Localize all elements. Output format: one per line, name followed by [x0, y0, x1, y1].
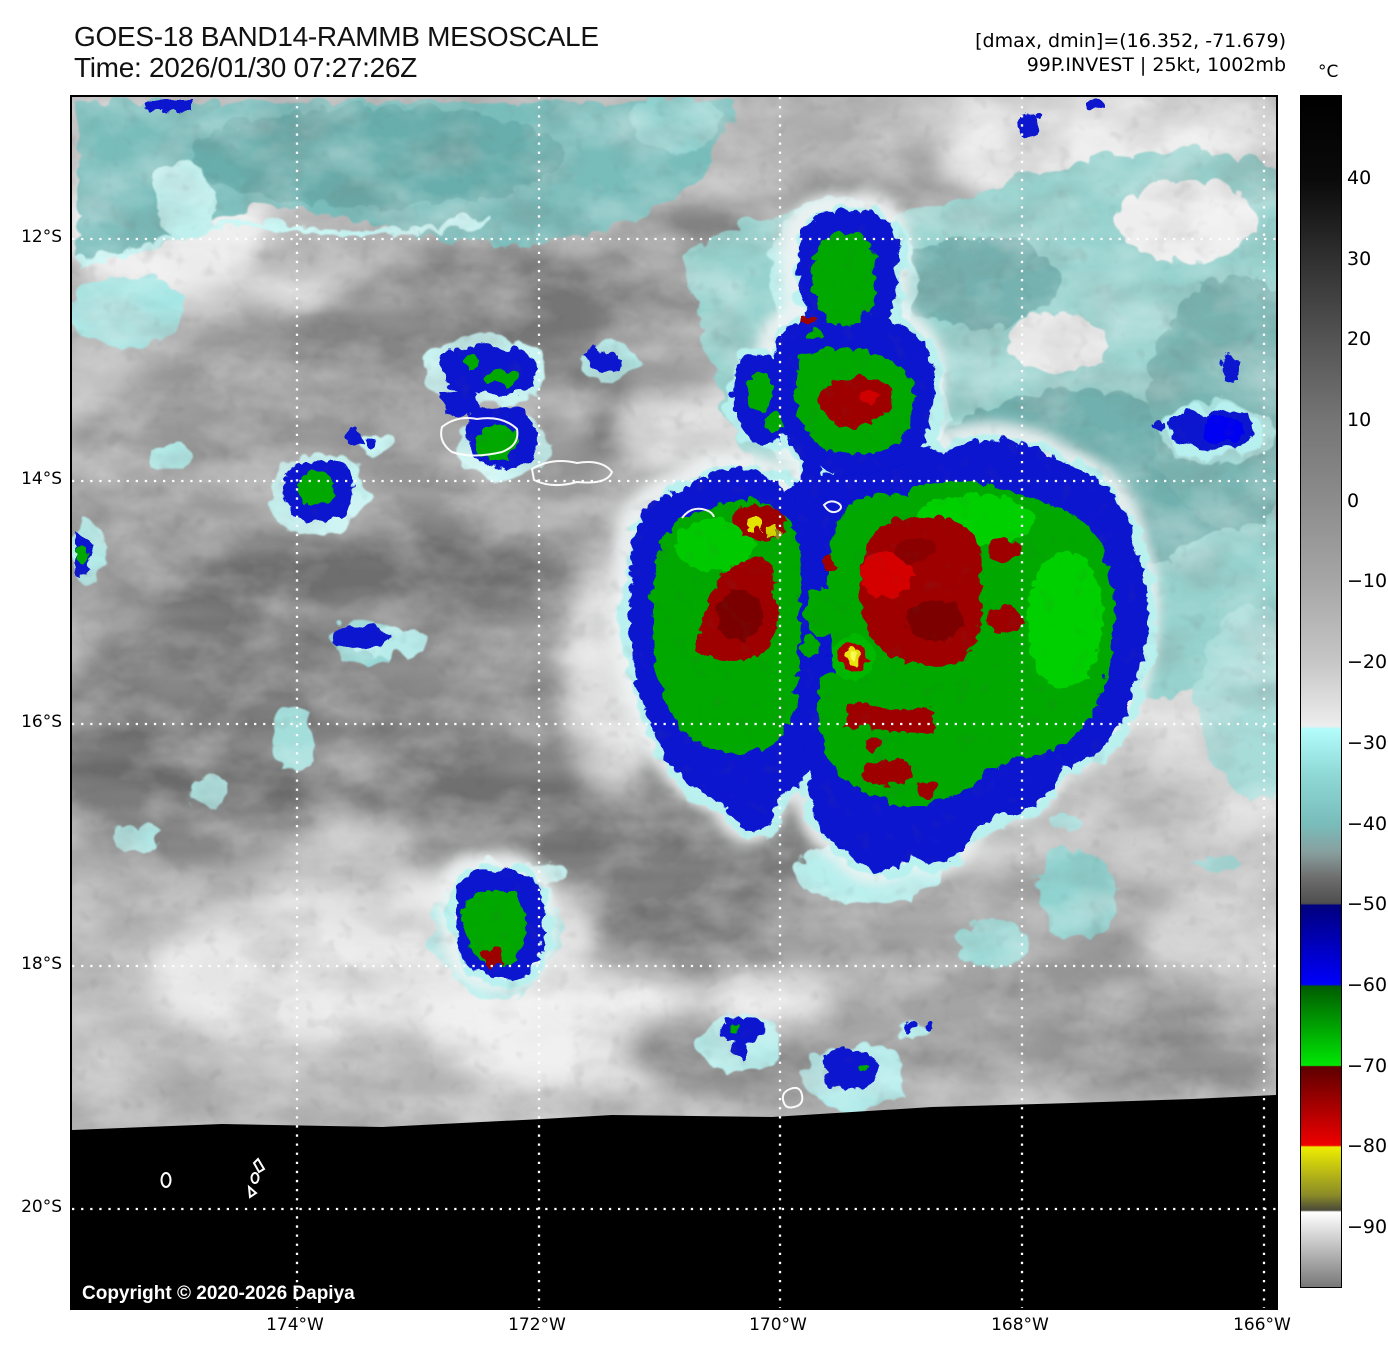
colorbar-tick: 10: [1347, 409, 1372, 431]
colorbar-tick: 20: [1347, 328, 1372, 350]
colorbar-tick: −50: [1347, 893, 1388, 915]
lat-tick: 12°S: [21, 227, 62, 247]
colorbar: [1300, 95, 1342, 1288]
page-title: GOES-18 BAND14-RAMMB MESOSCALE Time: 202…: [74, 21, 599, 83]
timestamp: Time: 2026/01/30 07:27:26Z: [74, 52, 417, 83]
colorbar-tick: 30: [1347, 248, 1372, 270]
colorbar-tick: −60: [1347, 974, 1388, 996]
lon-tick: 168°W: [991, 1315, 1049, 1335]
lat-tick: 20°S: [21, 1197, 62, 1217]
lat-tick: 14°S: [21, 469, 62, 489]
lon-tick: 166°W: [1233, 1315, 1291, 1335]
wedge-island-outlines: [160, 1157, 266, 1199]
lon-tick: 172°W: [508, 1315, 566, 1335]
colorbar-tick: −80: [1347, 1135, 1388, 1157]
lon-tick: 170°W: [749, 1315, 807, 1335]
colorbar-tick: −20: [1347, 651, 1388, 673]
colorbar-tick: 40: [1347, 167, 1372, 189]
island-savaii: [440, 417, 519, 457]
scan-edge-black-region: [72, 1095, 1276, 1308]
island-small-3: [781, 1086, 804, 1109]
product-title: GOES-18 BAND14-RAMMB MESOSCALE: [74, 21, 599, 52]
colorbar-tick: −30: [1347, 732, 1388, 754]
map-frame: Copyright © 2020-2026 Dapiya: [70, 95, 1278, 1310]
island-small-1: [681, 507, 715, 519]
colorbar-tick: 0: [1347, 490, 1360, 512]
lat-tick: 16°S: [21, 712, 62, 732]
copyright-text: Copyright © 2020-2026 Dapiya: [82, 1283, 355, 1304]
colorbar-unit: °C: [1318, 62, 1339, 82]
island-small-2: [822, 500, 842, 514]
colorbar-tick: −40: [1347, 813, 1388, 835]
gridlines: [72, 97, 1276, 1308]
colorbar-tick: −10: [1347, 570, 1388, 592]
satellite-map: Copyright © 2020-2026 Dapiya: [72, 97, 1276, 1308]
dmax-dmin-readout: [dmax, dmin]=(16.352, -71.679): [975, 30, 1286, 52]
annotations: [dmax, dmin]=(16.352, -71.679) 99P.INVES…: [975, 29, 1286, 77]
storm-info: 99P.INVEST | 25kt, 1002mb: [1026, 54, 1286, 76]
lon-tick: 174°W: [266, 1315, 324, 1335]
colorbar-tick: −90: [1347, 1216, 1388, 1238]
colorbar-tick: −70: [1347, 1055, 1388, 1077]
lat-tick: 18°S: [21, 954, 62, 974]
island-outlines: [440, 417, 842, 1109]
island-upolu: [530, 460, 614, 486]
